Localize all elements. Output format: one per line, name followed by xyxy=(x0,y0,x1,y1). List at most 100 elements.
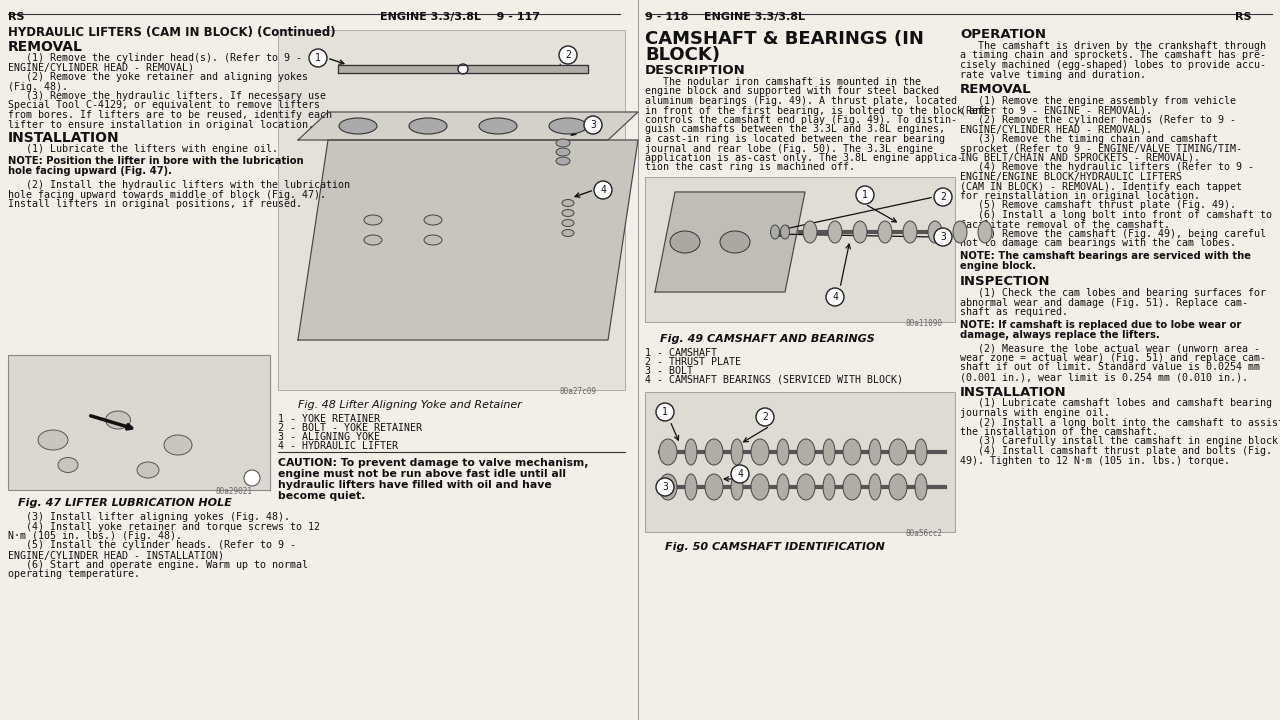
Text: sprocket (Refer to 9 - ENGINE/VALVE TIMING/TIM-: sprocket (Refer to 9 - ENGINE/VALVE TIMI… xyxy=(960,143,1242,153)
Text: NOTE: The camshaft bearings are serviced with the: NOTE: The camshaft bearings are serviced… xyxy=(960,251,1251,261)
Text: (CAM IN BLOCK) - REMOVAL). Identify each tappet: (CAM IN BLOCK) - REMOVAL). Identify each… xyxy=(960,181,1242,192)
Ellipse shape xyxy=(777,439,788,465)
Polygon shape xyxy=(298,140,637,340)
Ellipse shape xyxy=(685,439,698,465)
Ellipse shape xyxy=(954,221,966,243)
Text: hydraulic lifters have filled with oil and have: hydraulic lifters have filled with oil a… xyxy=(278,480,552,490)
Text: tion the cast ring is machined off.: tion the cast ring is machined off. xyxy=(645,163,855,173)
Text: ENGINE/CYLINDER HEAD - INSTALLATION): ENGINE/CYLINDER HEAD - INSTALLATION) xyxy=(8,550,224,560)
Ellipse shape xyxy=(549,118,588,134)
Text: ENGINE 3.3/3.8L    9 - 117: ENGINE 3.3/3.8L 9 - 117 xyxy=(380,12,540,22)
Ellipse shape xyxy=(719,231,750,253)
Circle shape xyxy=(308,49,326,67)
Text: Fig. 50 CAMSHAFT IDENTIFICATION: Fig. 50 CAMSHAFT IDENTIFICATION xyxy=(666,542,884,552)
Ellipse shape xyxy=(890,439,908,465)
Text: NOTE: If camshaft is replaced due to lobe wear or: NOTE: If camshaft is replaced due to lob… xyxy=(960,320,1242,330)
Text: 3 - BOLT: 3 - BOLT xyxy=(645,366,692,376)
Ellipse shape xyxy=(781,225,790,239)
Circle shape xyxy=(458,64,468,74)
Text: 9 - 118    ENGINE 3.3/3.8L: 9 - 118 ENGINE 3.3/3.8L xyxy=(645,12,805,22)
Text: Install lifters in original positions, if reused.: Install lifters in original positions, i… xyxy=(8,199,302,209)
Ellipse shape xyxy=(978,221,992,243)
Text: INSTALLATION: INSTALLATION xyxy=(960,385,1066,398)
Circle shape xyxy=(856,186,874,204)
Text: (6) Start and operate engine. Warm up to normal: (6) Start and operate engine. Warm up to… xyxy=(8,559,308,570)
Text: 1: 1 xyxy=(861,190,868,200)
Ellipse shape xyxy=(669,231,700,253)
Ellipse shape xyxy=(424,235,442,245)
Ellipse shape xyxy=(777,474,788,500)
Ellipse shape xyxy=(823,474,835,500)
Text: facilitate removal of the camshaft.: facilitate removal of the camshaft. xyxy=(960,220,1170,230)
Text: (2) Install a long bolt into the camshaft to assist in: (2) Install a long bolt into the camshaf… xyxy=(960,418,1280,428)
Circle shape xyxy=(826,288,844,306)
Ellipse shape xyxy=(731,439,742,465)
Text: hole facing upward towards middle of block (Fig. 47).: hole facing upward towards middle of blo… xyxy=(8,189,326,199)
Text: HYDRAULIC LIFTERS (CAM IN BLOCK) (Continued): HYDRAULIC LIFTERS (CAM IN BLOCK) (Contin… xyxy=(8,26,335,39)
Text: Fig. 47 LIFTER LUBRICATION HOLE: Fig. 47 LIFTER LUBRICATION HOLE xyxy=(18,498,232,508)
Text: CAUTION: To prevent damage to valve mechanism,: CAUTION: To prevent damage to valve mech… xyxy=(278,458,589,468)
Text: OPERATION: OPERATION xyxy=(960,28,1046,41)
Ellipse shape xyxy=(38,430,68,450)
Ellipse shape xyxy=(803,221,817,243)
Ellipse shape xyxy=(705,439,723,465)
Text: (3) Install lifter aligning yokes (Fig. 48).: (3) Install lifter aligning yokes (Fig. … xyxy=(8,512,291,522)
Ellipse shape xyxy=(771,225,780,239)
Text: guish camshafts between the 3.3L and 3.8L engines,: guish camshafts between the 3.3L and 3.8… xyxy=(645,125,945,135)
Text: INSTALLATION: INSTALLATION xyxy=(8,131,119,145)
Text: 2: 2 xyxy=(762,412,768,422)
Circle shape xyxy=(657,403,675,421)
Ellipse shape xyxy=(556,157,570,165)
Text: (4) Install yoke retainer and torque screws to 12: (4) Install yoke retainer and torque scr… xyxy=(8,521,320,531)
Text: (3) Remove the hydraulic lifters. If necessary use: (3) Remove the hydraulic lifters. If nec… xyxy=(8,91,326,101)
Ellipse shape xyxy=(562,210,573,217)
Text: RS: RS xyxy=(8,12,24,22)
Ellipse shape xyxy=(364,235,381,245)
Text: The nodular iron camshaft is mounted in the: The nodular iron camshaft is mounted in … xyxy=(645,77,922,87)
Text: a timing chain and sprockets. The camshaft has pre-: a timing chain and sprockets. The camsha… xyxy=(960,50,1266,60)
Text: ENGINE/CYLINDER HEAD - REMOVAL).: ENGINE/CYLINDER HEAD - REMOVAL). xyxy=(960,125,1152,135)
Text: 4: 4 xyxy=(737,469,742,479)
Text: aluminum bearings (Fig. 49). A thrust plate, located: aluminum bearings (Fig. 49). A thrust pl… xyxy=(645,96,957,106)
Ellipse shape xyxy=(479,118,517,134)
Ellipse shape xyxy=(685,474,698,500)
Text: (5) Install the cylinder heads. (Refer to 9 -: (5) Install the cylinder heads. (Refer t… xyxy=(8,541,296,551)
Ellipse shape xyxy=(878,221,892,243)
Text: 1: 1 xyxy=(315,53,321,63)
Text: journals with engine oil.: journals with engine oil. xyxy=(960,408,1110,418)
Text: 80a27c09: 80a27c09 xyxy=(561,387,596,396)
Text: (1) Remove the cylinder head(s). (Refer to 9 -: (1) Remove the cylinder head(s). (Refer … xyxy=(8,53,302,63)
Text: 49). Tighten to 12 N·m (105 in. lbs.) torque.: 49). Tighten to 12 N·m (105 in. lbs.) to… xyxy=(960,456,1230,466)
Text: (1) Lubricate camshaft lobes and camshaft bearing: (1) Lubricate camshaft lobes and camshaf… xyxy=(960,398,1272,408)
Bar xyxy=(8,355,270,490)
Bar xyxy=(645,392,955,532)
Bar xyxy=(278,30,625,390)
Text: (1) Lubricate the lifters with engine oil.: (1) Lubricate the lifters with engine oi… xyxy=(8,144,278,154)
Text: N·m (105 in. lbs.) (Fig. 48).: N·m (105 in. lbs.) (Fig. 48). xyxy=(8,531,182,541)
Ellipse shape xyxy=(823,439,835,465)
Text: (0.001 in.), wear limit is 0.254 mm (0.010 in.).: (0.001 in.), wear limit is 0.254 mm (0.0… xyxy=(960,372,1248,382)
Text: RS: RS xyxy=(1235,12,1252,22)
Ellipse shape xyxy=(828,221,842,243)
Ellipse shape xyxy=(751,474,769,500)
Text: DESCRIPTION: DESCRIPTION xyxy=(645,64,746,77)
Text: from bores. If lifters are to be reused, identify each: from bores. If lifters are to be reused,… xyxy=(8,110,332,120)
Ellipse shape xyxy=(797,439,815,465)
Circle shape xyxy=(559,46,577,64)
Circle shape xyxy=(934,228,952,246)
Text: shaft as required.: shaft as required. xyxy=(960,307,1068,317)
Text: controls the camshaft end play (Fig. 49). To distin-: controls the camshaft end play (Fig. 49)… xyxy=(645,115,957,125)
Polygon shape xyxy=(338,65,588,73)
Text: ENGINE/ENGINE BLOCK/HYDRAULIC LIFTERS: ENGINE/ENGINE BLOCK/HYDRAULIC LIFTERS xyxy=(960,172,1181,182)
Text: 1 - CAMSHAFT: 1 - CAMSHAFT xyxy=(645,348,717,358)
Ellipse shape xyxy=(562,220,573,227)
Polygon shape xyxy=(655,192,805,292)
Circle shape xyxy=(244,470,260,486)
Ellipse shape xyxy=(556,139,570,147)
Bar xyxy=(645,177,955,322)
Text: (4) Remove the hydraulic lifters (Refer to 9 -: (4) Remove the hydraulic lifters (Refer … xyxy=(960,163,1254,173)
Text: 3 - ALIGNING YOKE: 3 - ALIGNING YOKE xyxy=(278,432,380,442)
Text: The camshaft is driven by the crankshaft through: The camshaft is driven by the crankshaft… xyxy=(960,41,1266,51)
Text: (2) Install the hydraulic lifters with the lubrication: (2) Install the hydraulic lifters with t… xyxy=(8,180,349,190)
Text: 4 - HYDRAULIC LIFTER: 4 - HYDRAULIC LIFTER xyxy=(278,441,398,451)
